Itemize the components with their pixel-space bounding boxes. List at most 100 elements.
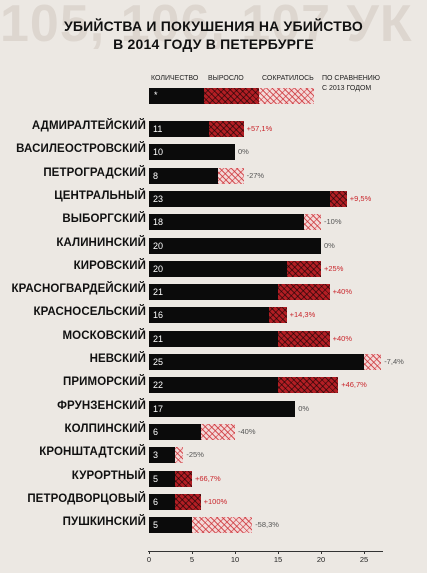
bar-value-label: 21 xyxy=(153,287,164,298)
x-axis-tick xyxy=(192,551,193,554)
district-label: ВАСИЛЕОСТРОВСКИЙ xyxy=(16,143,146,156)
bar-value-label: 5 xyxy=(153,520,159,531)
district-label: МОСКОВСКИЙ xyxy=(62,329,146,342)
bar-value-label: 8 xyxy=(153,170,159,181)
bar-value-label: 16 xyxy=(153,310,164,321)
x-axis-tick xyxy=(235,551,236,554)
bar-decrease-segment xyxy=(303,214,321,231)
bar-increase-segment xyxy=(278,377,339,394)
bar-increase-segment xyxy=(286,260,321,277)
bar-2014-base xyxy=(149,517,192,534)
legend-count-swatch: * xyxy=(149,88,204,104)
x-axis-tick-label: 5 xyxy=(189,555,195,564)
district-label: НЕВСКИЙ xyxy=(89,353,146,365)
district-label: АДМИРАЛТЕЙСКИЙ xyxy=(31,120,146,132)
legend-grew-label: ВЫРОСЛО xyxy=(208,75,244,82)
district-label: КУРОРТНЫЙ xyxy=(71,469,146,482)
bar-2014-base xyxy=(149,284,278,301)
x-axis-tick xyxy=(149,551,150,554)
change-percent-label: -58,3% xyxy=(255,520,279,530)
bar-value-label: 11 xyxy=(153,124,163,134)
bar-value-label: 25 xyxy=(153,357,164,367)
district-label: ФРУНЗЕНСКИЙ xyxy=(57,399,146,412)
change-percent-label: -25% xyxy=(186,450,204,460)
change-percent-label: -27% xyxy=(246,170,265,180)
district-label: ПРИМОРСКИЙ xyxy=(63,376,146,389)
legend-marker: * xyxy=(154,90,158,100)
legend-count-label: КОЛИЧЕСТВО xyxy=(151,75,199,82)
bar-2014-base xyxy=(149,354,364,370)
x-axis-tick xyxy=(321,551,322,554)
bar-value-label: 3 xyxy=(153,450,159,461)
bar-increase-segment xyxy=(174,493,201,510)
x-axis-tick-label: 20 xyxy=(316,555,326,564)
x-axis-tick-label: 10 xyxy=(230,555,240,564)
x-axis-tick xyxy=(364,551,365,554)
bar-value-label: 20 xyxy=(153,240,164,251)
change-percent-label: +57,1% xyxy=(246,124,273,133)
bar-value-label: 10 xyxy=(153,147,164,158)
change-percent-label: +9,5% xyxy=(349,193,372,203)
district-label: КРОНШТАДТСКИЙ xyxy=(39,446,146,459)
bar-value-label: 23 xyxy=(153,193,164,204)
bar-increase-segment xyxy=(278,330,330,347)
bar-value-label: 20 xyxy=(153,263,164,274)
change-percent-label: +40% xyxy=(332,333,352,343)
bar-increase-segment xyxy=(269,307,287,324)
change-percent-label: -10% xyxy=(324,217,342,227)
bar-2014-base xyxy=(149,330,278,347)
bar-2014-base xyxy=(149,190,330,207)
bar-increase-segment xyxy=(329,190,347,207)
change-percent-label: -7,4% xyxy=(384,357,404,366)
bar-2014-base xyxy=(149,423,201,440)
district-label: КАЛИНИНСКИЙ xyxy=(56,236,146,249)
change-percent-label: 0% xyxy=(238,147,249,157)
bar-2014-base xyxy=(149,121,210,137)
bar-2014-base xyxy=(149,237,321,254)
bar-increase-segment xyxy=(209,121,244,137)
legend-shrank-swatch xyxy=(259,88,314,104)
bar-2014-base xyxy=(149,144,235,161)
bar-2014-base xyxy=(149,167,218,184)
bar-decrease-segment xyxy=(192,517,253,534)
bar-2014-base xyxy=(149,470,175,487)
bar-2014-base xyxy=(149,493,175,510)
bar-increase-segment xyxy=(278,284,330,301)
x-axis-line xyxy=(148,551,383,552)
change-percent-label: +40% xyxy=(332,287,352,297)
x-axis-tick-label: 15 xyxy=(273,555,283,564)
bar-value-label: 6 xyxy=(153,426,159,437)
bar-increase-segment xyxy=(174,470,192,487)
district-label: ПУШКИНСКИЙ xyxy=(62,516,146,529)
change-percent-label: 0% xyxy=(324,240,335,250)
chart-title-line1: УБИЙСТВА И ПОКУШЕНИЯ НА УБИЙСТВО xyxy=(63,18,364,34)
district-label: КОЛПИНСКИЙ xyxy=(64,422,146,435)
x-axis-tick-label: 0 xyxy=(146,555,152,564)
district-label: КИРОВСКИЙ xyxy=(73,259,146,272)
district-label: ЦЕНТРАЛЬНЫЙ xyxy=(54,189,146,202)
bar-decrease-segment xyxy=(200,423,235,440)
bar-2014-base xyxy=(149,400,296,417)
bar-2014-base xyxy=(149,447,175,464)
change-percent-label: 0% xyxy=(298,403,310,413)
change-percent-label: +100% xyxy=(203,496,228,506)
bar-decrease-segment xyxy=(364,354,382,370)
change-percent-label: +14,3% xyxy=(289,310,316,320)
legend-compare-line1: ПО СРАВНЕНИЮ xyxy=(322,75,380,82)
bar-2014-base xyxy=(149,260,287,277)
bar-value-label: 6 xyxy=(153,496,159,507)
x-axis-tick xyxy=(278,551,279,554)
district-label: КРАСНОСЕЛЬСКИЙ xyxy=(33,306,146,319)
bar-decrease-segment xyxy=(217,167,244,184)
district-label: ПЕТРОГРАДСКИЙ xyxy=(43,166,146,179)
bar-decrease-segment xyxy=(174,447,184,464)
chart-title-line2: В 2014 ГОДУ В ПЕТЕРБУРГЕ xyxy=(113,36,314,52)
bar-2014-base xyxy=(149,307,270,324)
bar-value-label: 17 xyxy=(153,403,164,414)
district-label: ВЫБОРГСКИЙ xyxy=(62,213,146,226)
district-label: ПЕТРОДВОРЦОВЫЙ xyxy=(27,492,146,505)
change-percent-label: -40% xyxy=(238,426,256,436)
bar-value-label: 21 xyxy=(153,333,164,344)
x-axis-tick-label: 25 xyxy=(359,555,369,564)
change-percent-label: +25% xyxy=(324,263,344,273)
